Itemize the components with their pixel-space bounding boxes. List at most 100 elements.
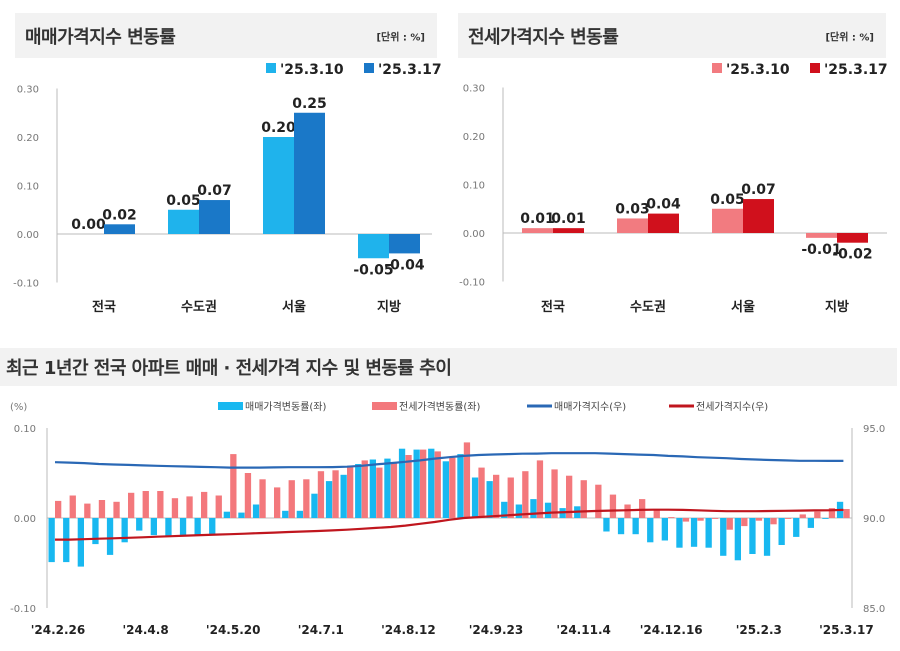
- jeonse-data-label: -0.02: [832, 247, 872, 263]
- jeonse-y-tick: 0.00: [463, 229, 485, 240]
- trend-x-tick: '24.5.20: [206, 623, 261, 637]
- trend-legend-label: 전세가격변동률(좌): [399, 400, 481, 413]
- jeonse-change-bar: [770, 518, 777, 525]
- jeonse-change-bar: [128, 492, 135, 518]
- jeonse-change-bar: [113, 501, 120, 518]
- trend-legend-swatch: [372, 402, 397, 410]
- sale-change-bar: [369, 459, 376, 518]
- sale-change-bar: [749, 518, 756, 554]
- trend-x-tick: '24.9.23: [469, 623, 524, 637]
- sale-data-label: 0.00: [71, 217, 106, 233]
- trend-legend-swatch: [218, 402, 243, 410]
- jeonse-change-bar: [449, 457, 456, 518]
- jeonse-data-label: 0.07: [741, 182, 776, 198]
- trend-legend-label: 전세가격지수(우): [696, 400, 768, 413]
- sale-change-bar: [544, 502, 552, 518]
- jeonse-change-bar: [566, 475, 573, 518]
- jeonse-data-label: 0.03: [615, 201, 650, 217]
- sale-change-bar: [296, 510, 303, 518]
- sale-change-bar: [515, 504, 522, 518]
- jeonse-change-bar: [493, 474, 500, 518]
- sale-bar-curr: [389, 234, 420, 254]
- sale-change-bar: [413, 449, 420, 518]
- jeonse-change-bar: [390, 462, 398, 518]
- jeonse-change-bar: [580, 480, 587, 518]
- jeonse-category-label: 지방: [825, 299, 849, 315]
- sale-change-bar: [136, 518, 143, 531]
- sale-change-bar: [763, 518, 771, 556]
- sale-change-bar: [238, 512, 245, 518]
- jeonse-change-bar: [142, 491, 149, 518]
- jeonse-bar-curr: [743, 199, 774, 233]
- jeonse-change-bar: [332, 470, 339, 518]
- jeonse-change-bar: [157, 491, 164, 518]
- sale-change-bar: [398, 448, 406, 518]
- jeonse-change-bar: [376, 467, 383, 518]
- sale-change-bar: [209, 518, 216, 535]
- sale-change-bar: [106, 518, 114, 555]
- jeonse-change-bar: [799, 514, 806, 518]
- jeonse-change-bar: [171, 498, 179, 518]
- sale-data-label: 0.25: [292, 96, 327, 112]
- sale-bar-prev: [263, 137, 294, 234]
- jeonse-data-label: 0.01: [520, 211, 555, 227]
- sale-y-tick: 0.30: [17, 85, 39, 96]
- sale-change-bar: [92, 518, 99, 545]
- jeonse-change-title: 전세가격지수 변동률: [468, 26, 619, 48]
- sale-change-bar: [530, 499, 537, 518]
- trend-title: 최근 1년간 전국 아파트 매매 · 전세가격 지수 및 변동률 추이: [6, 358, 452, 379]
- jeonse-change-bar: [347, 466, 354, 518]
- trend-y-unit: (%): [10, 402, 27, 413]
- trend-left-tick: 0.00: [14, 514, 36, 525]
- trend-x-tick: '24.12.16: [640, 623, 703, 637]
- sale-data-label: 0.20: [261, 120, 296, 136]
- jeonse-category-label: 서울: [731, 299, 755, 315]
- jeonse-data-label: -0.01: [801, 242, 841, 258]
- trend-legend-label: 매매가격변동률(좌): [245, 400, 327, 413]
- sale-bar-prev: [168, 209, 199, 234]
- sale-index-line: [54, 452, 844, 469]
- jeonse-change-bar: [726, 518, 733, 530]
- trend-header: 최근 1년간 전국 아파트 매매 · 전세가격 지수 및 변동률 추이: [0, 348, 897, 386]
- jeonse-change-bar: [84, 503, 91, 518]
- sale-change-bar: [734, 518, 741, 561]
- jeonse-change-bar: [814, 511, 821, 518]
- jeonse-bar-curr: [648, 213, 679, 233]
- jeonse-change-bar: [288, 480, 295, 518]
- jeonse-change-bar: [420, 449, 427, 518]
- trend-x-tick: '24.2.26: [31, 623, 86, 637]
- jeonse-data-label: 0.05: [710, 192, 745, 208]
- sale-change-bar: [77, 518, 84, 567]
- jeonse-change-header: 전세가격지수 변동률 [단위 : %]: [458, 13, 886, 58]
- jeonse-change-bar: [828, 508, 836, 518]
- sale-change-bar: [822, 518, 829, 519]
- sale-change-bar: [778, 518, 785, 545]
- jeonse-change-bar: [609, 494, 617, 518]
- jeonse-data-label: 0.01: [551, 211, 586, 227]
- jeonse-y-tick: -0.10: [459, 278, 485, 289]
- sale-legend-swatch: [266, 63, 276, 73]
- sale-data-label: 0.07: [197, 183, 232, 199]
- jeonse-data-label: 0.04: [646, 197, 681, 213]
- sale-unit-label: [단위 : %]: [376, 32, 425, 43]
- sale-data-label: 0.05: [166, 193, 201, 209]
- jeonse-bar-curr: [837, 233, 868, 243]
- jeonse-change-bar: [69, 495, 76, 518]
- jeonse-change-bar: [463, 442, 471, 518]
- sale-data-label: 0.02: [102, 207, 137, 223]
- jeonse-change-bar: [303, 479, 310, 518]
- jeonse-bar-curr: [553, 228, 584, 233]
- trend-x-tick: '25.3.17: [819, 623, 874, 637]
- jeonse-change-bar: [230, 454, 237, 518]
- jeonse-change-bar: [712, 518, 719, 519]
- jeonse-change-bar: [434, 451, 441, 518]
- sale-change-bar: [325, 481, 333, 518]
- jeonse-change-bar: [522, 471, 529, 518]
- jeonse-change-bar: [536, 460, 544, 518]
- sale-change-bar: [428, 448, 435, 518]
- jeonse-change-bar: [201, 491, 208, 518]
- jeonse-change-bar: [653, 509, 660, 518]
- sale-change-bar: [603, 518, 610, 532]
- sale-bar-curr: [199, 200, 230, 234]
